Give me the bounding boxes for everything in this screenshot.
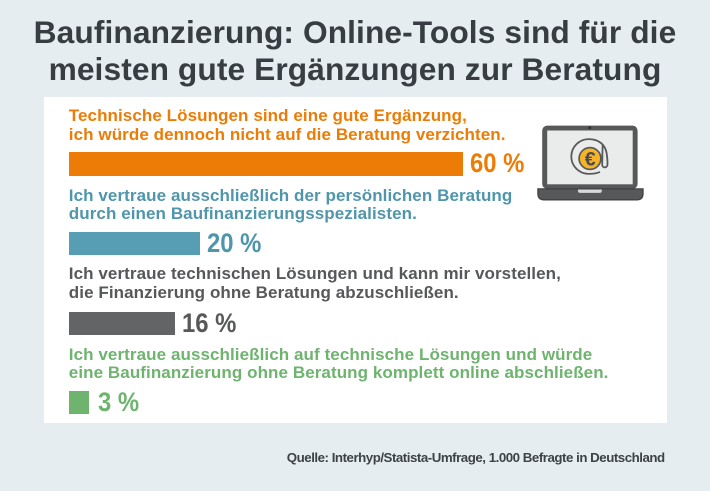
svg-text:€: € (585, 149, 596, 171)
